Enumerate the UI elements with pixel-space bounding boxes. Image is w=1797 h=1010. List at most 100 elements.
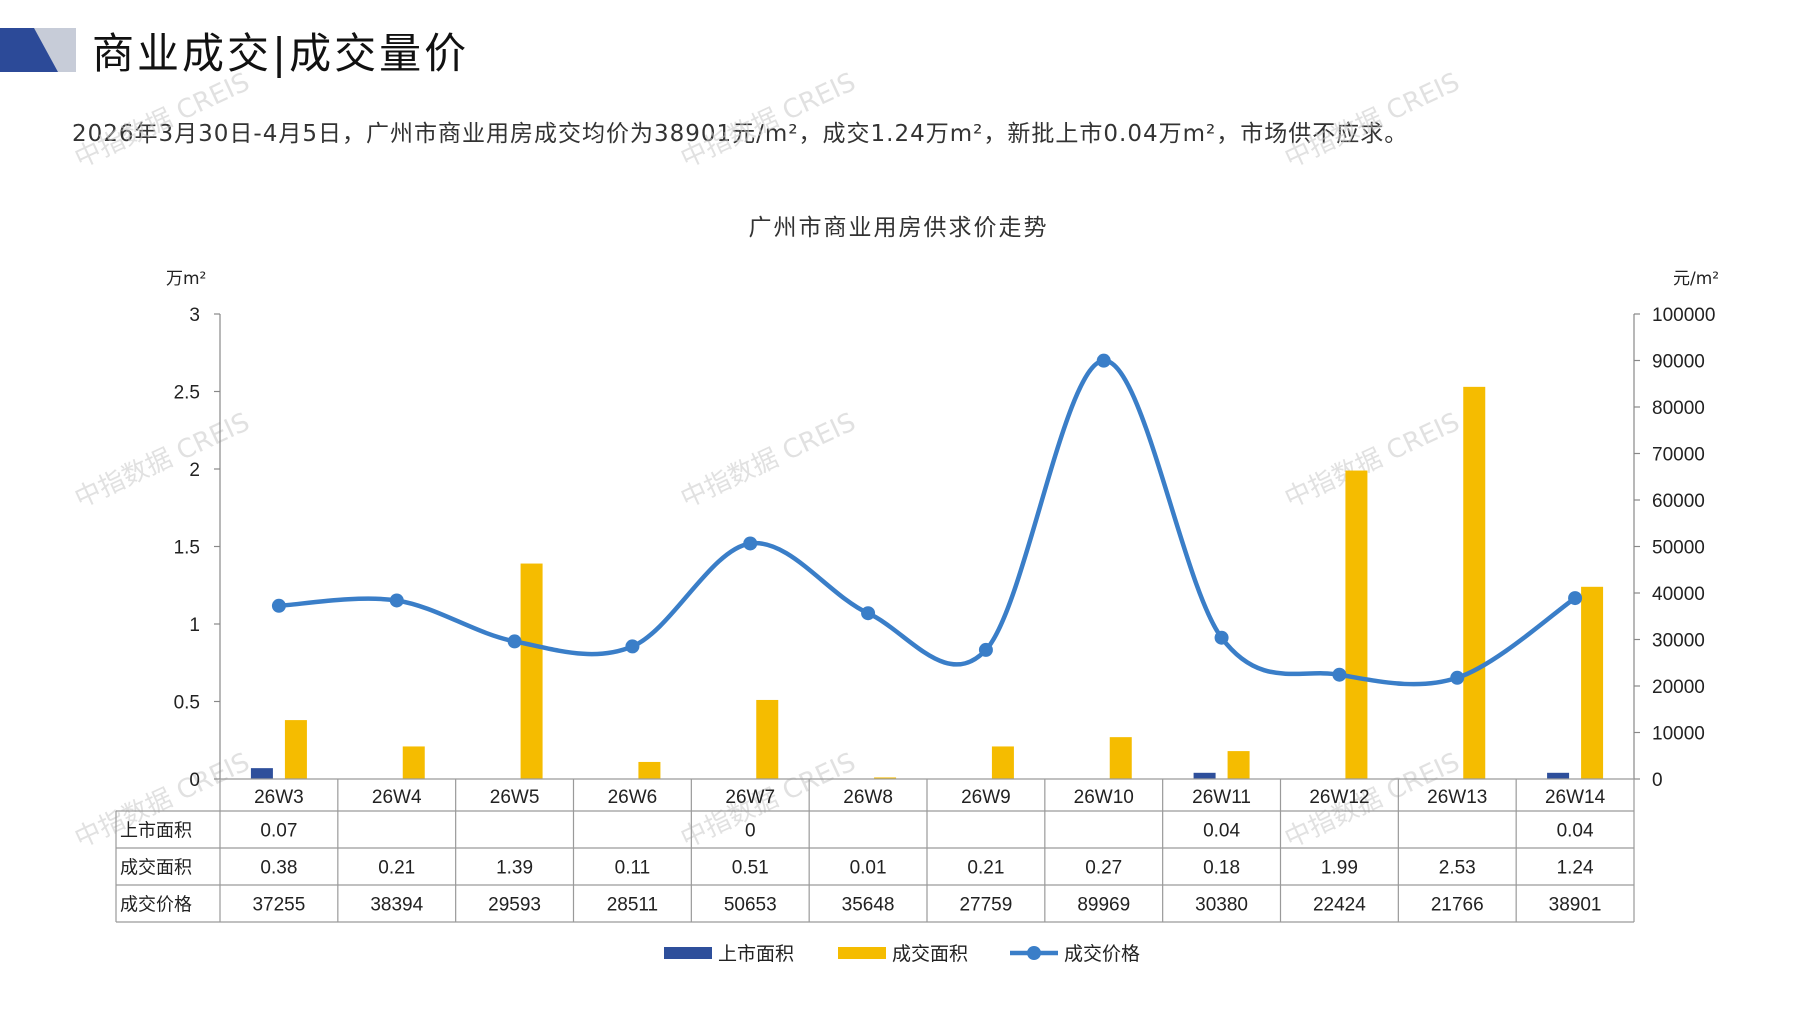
table-cell: 0.07 bbox=[260, 821, 297, 842]
category-label: 26W8 bbox=[843, 787, 893, 808]
supply-bar bbox=[1193, 772, 1216, 779]
transaction-bar bbox=[284, 720, 307, 779]
watermark-text: 中指数据 CREIS bbox=[676, 67, 860, 174]
price-point bbox=[389, 593, 404, 608]
transaction-bar bbox=[1227, 751, 1250, 779]
transaction-bar bbox=[1109, 737, 1132, 779]
transaction-bar bbox=[1463, 386, 1486, 779]
right-axis-tick-label: 20000 bbox=[1652, 677, 1705, 698]
watermark-text: 中指数据 CREIS bbox=[70, 407, 254, 514]
table-cell: 0.04 bbox=[1557, 821, 1594, 842]
table-cell: 0.38 bbox=[260, 858, 297, 879]
table-cell: 28511 bbox=[607, 895, 658, 916]
table-cell: 30380 bbox=[1195, 895, 1248, 916]
price-point bbox=[1096, 353, 1111, 368]
legend-label: 上市面积 bbox=[718, 943, 794, 965]
transaction-bar bbox=[991, 746, 1014, 779]
left-axis-tick-label: 1.5 bbox=[174, 538, 200, 559]
right-axis-tick-label: 40000 bbox=[1652, 584, 1705, 605]
table-cell: 0.04 bbox=[1203, 821, 1240, 842]
table-cell: 0 bbox=[745, 821, 756, 842]
price-point bbox=[861, 606, 876, 621]
category-label: 26W12 bbox=[1309, 787, 1369, 808]
legend-swatch-price-marker bbox=[1027, 946, 1041, 960]
left-axis-tick-label: 2.5 bbox=[174, 383, 200, 404]
transaction-bar bbox=[638, 761, 661, 779]
category-label: 26W6 bbox=[608, 787, 658, 808]
right-axis-tick-label: 70000 bbox=[1652, 445, 1705, 466]
table-cell: 22424 bbox=[1313, 895, 1366, 916]
transaction-bar bbox=[874, 777, 897, 779]
table-cell: 21766 bbox=[1431, 895, 1484, 916]
table-cell: 38394 bbox=[370, 895, 423, 916]
supply-bar bbox=[250, 768, 273, 779]
table-cell: 35648 bbox=[842, 895, 895, 916]
right-axis-tick-label: 80000 bbox=[1652, 398, 1705, 419]
right-axis-tick-label: 90000 bbox=[1652, 352, 1705, 373]
table-cell: 89969 bbox=[1077, 895, 1130, 916]
price-point bbox=[1450, 670, 1465, 685]
watermark-text: 中指数据 CREIS bbox=[1280, 407, 1464, 514]
table-cell: 37255 bbox=[252, 895, 305, 916]
right-axis-tick-label: 100000 bbox=[1652, 305, 1715, 326]
category-label: 26W7 bbox=[725, 787, 775, 808]
category-label: 26W5 bbox=[490, 787, 540, 808]
price-point bbox=[743, 536, 758, 551]
transaction-bar bbox=[520, 563, 543, 779]
price-point bbox=[1568, 591, 1583, 606]
transaction-bar bbox=[756, 699, 779, 779]
table-cell: 0.21 bbox=[967, 858, 1004, 879]
category-label: 26W11 bbox=[1192, 787, 1251, 808]
legend-swatch-transaction bbox=[838, 947, 886, 959]
price-point bbox=[978, 642, 993, 657]
left-axis-tick-label: 1 bbox=[189, 615, 200, 636]
table-cell: 2.53 bbox=[1439, 858, 1476, 879]
table-row-header: 成交价格 bbox=[120, 895, 192, 916]
watermark-text: 中指数据 CREIS bbox=[1280, 67, 1464, 174]
category-label: 26W3 bbox=[254, 787, 304, 808]
table-cell: 50653 bbox=[724, 895, 777, 916]
price-point bbox=[625, 639, 640, 654]
logo-icon bbox=[0, 28, 76, 72]
transaction-bar bbox=[1345, 470, 1368, 779]
table-cell: 29593 bbox=[488, 895, 541, 916]
chart-title: 广州市商业用房供求价走势 bbox=[748, 215, 1049, 241]
table-cell: 0.01 bbox=[850, 858, 887, 879]
legend-label: 成交价格 bbox=[1064, 943, 1140, 965]
right-axis-tick-label: 60000 bbox=[1652, 491, 1705, 512]
table-cell: 0.21 bbox=[378, 858, 415, 879]
right-axis-tick-label: 10000 bbox=[1652, 724, 1705, 745]
price-point bbox=[1214, 630, 1229, 645]
legend-label: 成交面积 bbox=[892, 943, 968, 965]
category-label: 26W4 bbox=[372, 787, 422, 808]
left-axis-tick-label: 2 bbox=[189, 460, 200, 481]
price-point bbox=[271, 598, 286, 613]
page-title: 商业成交|成交量价 bbox=[92, 29, 470, 78]
price-point bbox=[1332, 667, 1347, 682]
left-axis-unit: 万m² bbox=[166, 269, 207, 289]
summary-text: 2026年3月30日-4月5日，广州市商业用房成交均价为38901元/m²，成交… bbox=[72, 121, 1409, 147]
watermark-text: 中指数据 CREIS bbox=[676, 407, 860, 514]
table-cell: 38901 bbox=[1549, 895, 1602, 916]
watermark-text: 中指数据 CREIS bbox=[70, 67, 254, 174]
left-axis-tick-label: 0.5 bbox=[174, 693, 200, 714]
table-cell: 0.18 bbox=[1203, 858, 1240, 879]
category-label: 26W14 bbox=[1545, 787, 1606, 808]
right-axis-tick-label: 30000 bbox=[1652, 631, 1705, 652]
table-row-header: 成交面积 bbox=[120, 858, 192, 879]
category-label: 26W10 bbox=[1074, 787, 1134, 808]
left-axis-tick-label: 0 bbox=[189, 770, 200, 791]
legend-swatch-supply bbox=[664, 947, 712, 959]
table-cell: 1.24 bbox=[1557, 858, 1594, 879]
supply-bar bbox=[1547, 772, 1570, 779]
table-cell: 0.27 bbox=[1085, 858, 1122, 879]
table-cell: 0.51 bbox=[732, 858, 769, 879]
transaction-bar bbox=[1581, 586, 1604, 779]
table-cell: 1.39 bbox=[496, 858, 533, 879]
right-axis-tick-label: 0 bbox=[1652, 770, 1663, 791]
table-cell: 1.99 bbox=[1321, 858, 1358, 879]
table-cell: 0.11 bbox=[615, 858, 651, 879]
transaction-bar bbox=[402, 746, 425, 779]
right-axis-unit: 元/m² bbox=[1673, 269, 1720, 289]
